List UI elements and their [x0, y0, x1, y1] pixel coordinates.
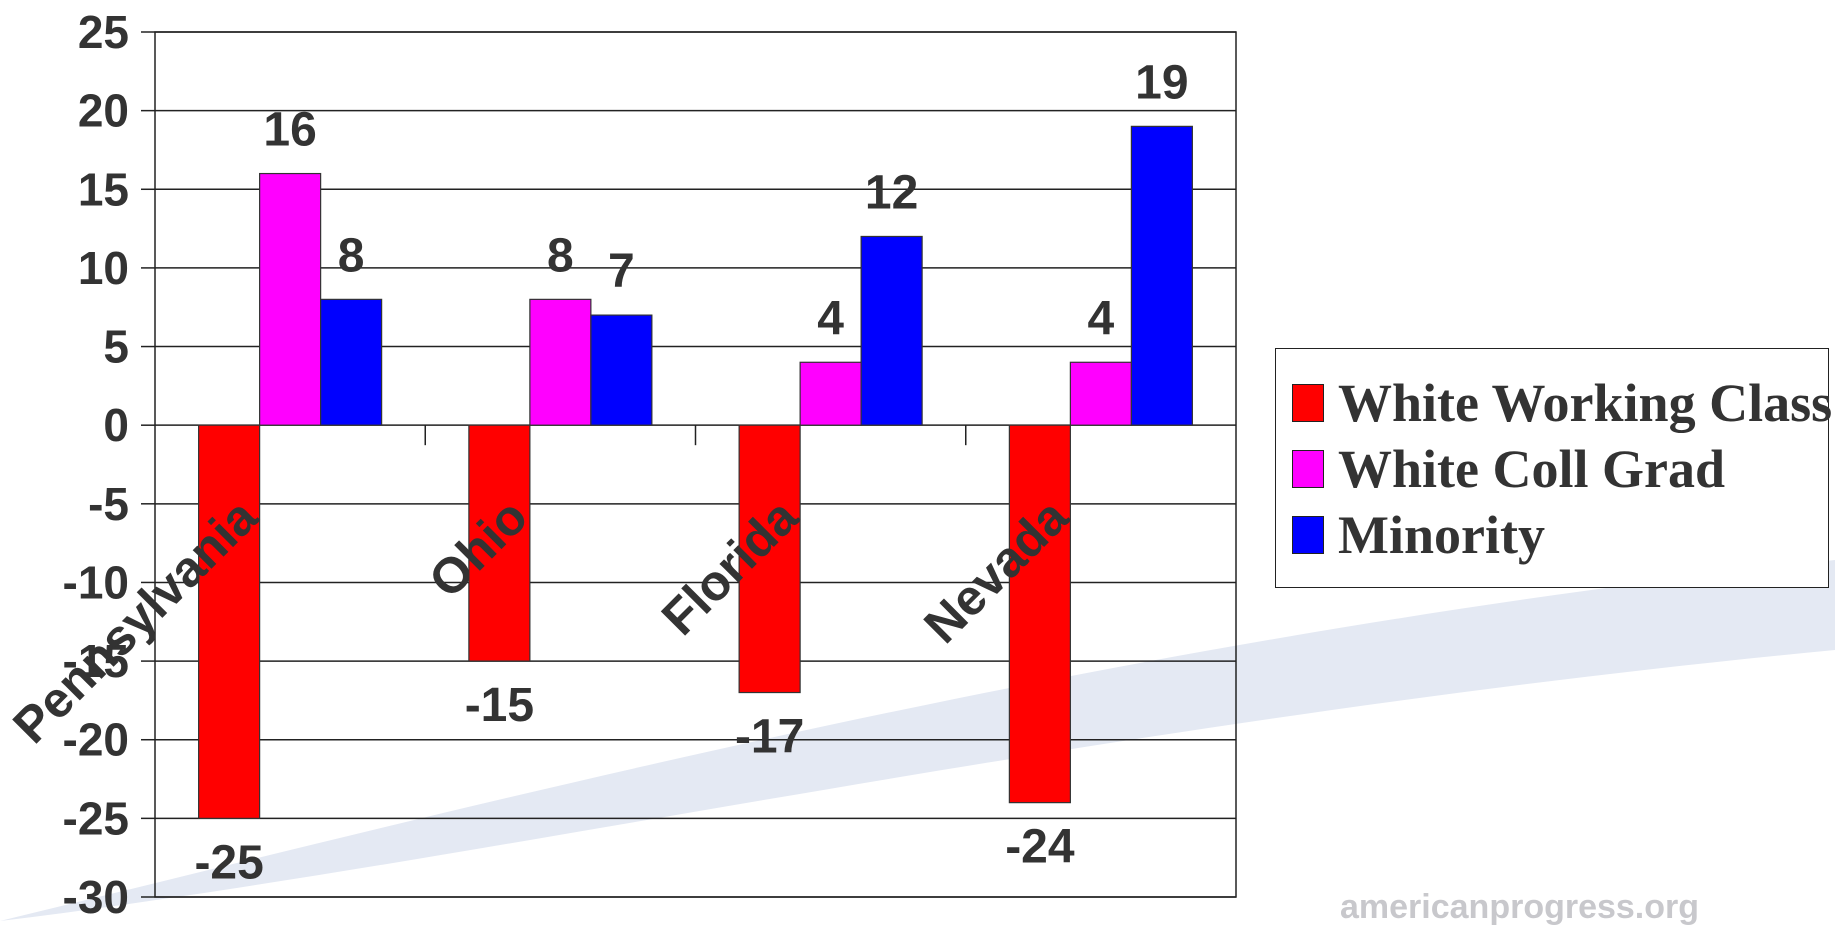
bar-white-coll-grad: [529, 298, 592, 426]
bar-minority: [860, 235, 923, 426]
footer-url: americanprogress.org: [1340, 888, 1700, 926]
y-tick-label: -20: [63, 714, 129, 766]
legend-label-white-working-class: White Working Class: [1338, 373, 1833, 433]
data-label-minority: 12: [865, 166, 918, 219]
background-swoosh: [0, 560, 1835, 921]
legend-label-minority: Minority: [1338, 505, 1545, 565]
data-label-minority: 19: [1135, 56, 1188, 109]
bar-white-coll-grad: [1069, 361, 1132, 426]
legend-item-white-working-class: White Working Class: [1292, 373, 1832, 433]
bar-minority: [320, 298, 383, 426]
data-label-white-coll-grad: 4: [817, 292, 844, 345]
legend-item-minority: Minority: [1292, 505, 1545, 565]
bar-minority: [590, 314, 653, 426]
y-tick-label: -15: [63, 635, 129, 687]
legend-label-white-coll-grad: White Coll Grad: [1338, 439, 1725, 499]
y-tick-label: 0: [103, 399, 129, 451]
bar-white-working-class: [198, 424, 261, 819]
legend-swatch-white-coll-grad: [1292, 450, 1324, 488]
bar-white-working-class: [468, 424, 531, 662]
bar-white-coll-grad: [799, 361, 862, 426]
data-label-white-working-class: -17: [735, 711, 804, 764]
data-label-minority: 7: [608, 245, 635, 298]
y-tick-label: -10: [63, 556, 129, 608]
bar-white-working-class: [738, 424, 801, 694]
y-tick-label: 10: [78, 242, 129, 294]
data-label-white-coll-grad: 4: [1088, 292, 1115, 345]
bar-minority: [1130, 125, 1193, 426]
plot-frame: [154, 31, 1237, 898]
legend: White Working Class White Coll Grad Mino…: [1275, 348, 1832, 588]
data-label-white-coll-grad: 8: [547, 229, 574, 282]
data-label-white-working-class: -25: [194, 836, 263, 889]
legend-item-white-coll-grad: White Coll Grad: [1292, 439, 1725, 499]
data-label-minority: 8: [338, 229, 365, 282]
y-tick-label: 5: [103, 321, 129, 373]
bar-white-working-class: [1008, 424, 1071, 804]
data-label-white-working-class: -24: [1005, 821, 1075, 874]
legend-swatch-minority: [1292, 516, 1324, 554]
y-tick-label: -25: [63, 792, 129, 844]
y-tick-label: 15: [78, 163, 129, 215]
y-tick-label: -30: [63, 871, 129, 921]
y-tick-label: 25: [78, 6, 129, 58]
y-tick-label: 20: [78, 85, 129, 137]
data-label-white-coll-grad: 16: [263, 104, 316, 157]
legend-swatch-white-working-class: [1292, 384, 1324, 422]
bar-white-coll-grad: [259, 172, 322, 426]
y-tick-label: -5: [88, 478, 129, 530]
data-label-white-working-class: -15: [465, 679, 534, 732]
